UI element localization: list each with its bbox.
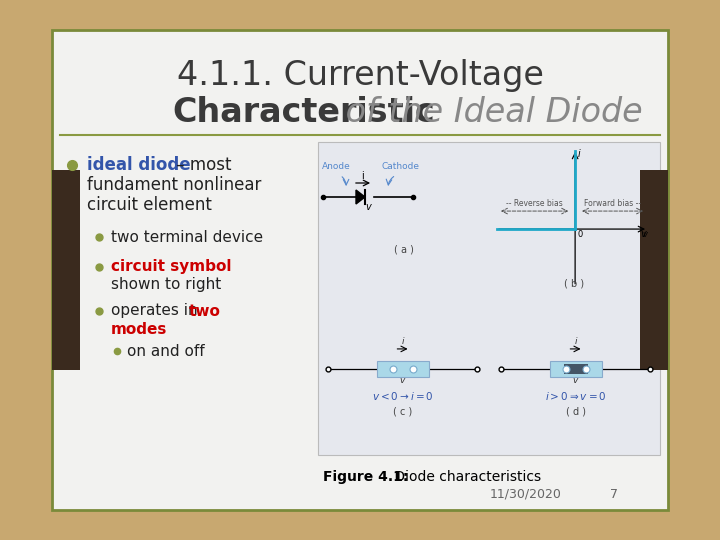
Text: – most: – most: [171, 156, 232, 174]
Bar: [52, 170, 80, 370]
Text: two: two: [189, 303, 221, 319]
Text: shown to right: shown to right: [111, 278, 221, 293]
Text: v: v: [573, 376, 578, 385]
Text: v: v: [640, 229, 646, 239]
Bar: [564, 364, 588, 374]
Text: $i > 0 \Rightarrow v = 0$: $i > 0 \Rightarrow v = 0$: [544, 390, 606, 402]
Text: i: i: [578, 149, 581, 159]
Text: on and off: on and off: [127, 343, 204, 359]
Text: ( a ): ( a ): [394, 244, 413, 254]
Text: 4.1.1. Current-Voltage: 4.1.1. Current-Voltage: [176, 58, 544, 91]
Text: Diode characteristics: Diode characteristics: [390, 470, 541, 484]
Text: modes: modes: [111, 321, 167, 336]
Text: v: v: [642, 230, 647, 239]
Bar: [549, 361, 601, 377]
Polygon shape: [356, 190, 365, 204]
Text: Characteristic: Characteristic: [172, 96, 435, 129]
Text: Figure 4.1:: Figure 4.1:: [323, 470, 408, 484]
Text: Forward bias --: Forward bias --: [584, 199, 641, 208]
Text: v: v: [365, 202, 371, 212]
Text: circuit element: circuit element: [87, 196, 212, 214]
Text: of the Ideal Diode: of the Ideal Diode: [335, 96, 643, 129]
Text: v: v: [400, 376, 405, 385]
Bar: [318, 142, 660, 455]
Text: ( d ): ( d ): [565, 407, 585, 417]
Text: two terminal device: two terminal device: [111, 230, 263, 245]
Text: i: i: [401, 337, 404, 346]
Bar: [377, 361, 428, 377]
Bar: [52, 30, 668, 510]
Text: fundament nonlinear: fundament nonlinear: [87, 176, 261, 194]
Text: Cathode: Cathode: [381, 162, 419, 171]
Text: 0: 0: [577, 230, 582, 239]
Text: operates in: operates in: [111, 303, 202, 319]
Text: 7: 7: [610, 488, 618, 501]
Text: Anode: Anode: [322, 162, 351, 171]
Text: i: i: [361, 171, 364, 181]
Text: ( b ): ( b ): [564, 279, 585, 288]
Text: -- Reverse bias: -- Reverse bias: [506, 199, 563, 208]
Bar: [640, 170, 668, 370]
Text: circuit symbol: circuit symbol: [111, 260, 232, 274]
Text: $v < 0 \rightarrow i = 0$: $v < 0 \rightarrow i = 0$: [372, 390, 433, 402]
Text: 11/30/2020: 11/30/2020: [490, 488, 562, 501]
Text: ( c ): ( c ): [393, 407, 412, 417]
Text: ideal diode: ideal diode: [87, 156, 191, 174]
Text: i: i: [575, 337, 577, 346]
